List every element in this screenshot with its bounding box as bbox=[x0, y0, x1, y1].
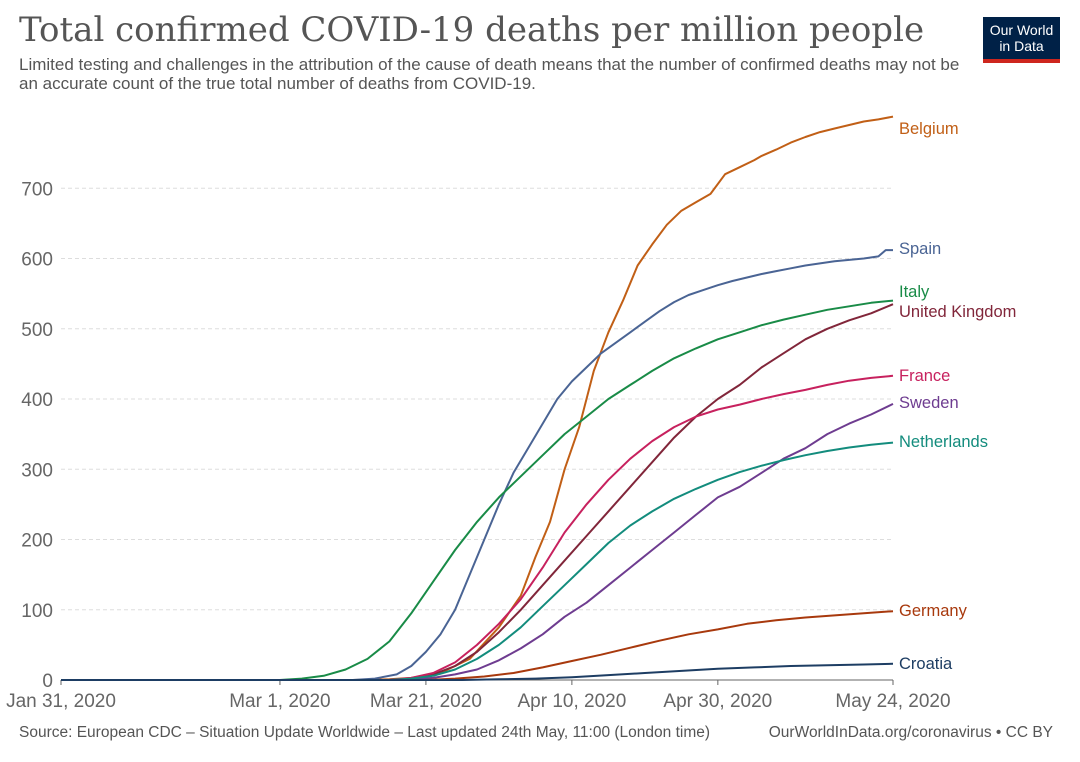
series-line-germany[interactable] bbox=[61, 610, 894, 681]
y-tick-label: 700 bbox=[21, 179, 53, 200]
series-label-spain[interactable]: Spain bbox=[899, 240, 941, 258]
series-line-sweden[interactable] bbox=[61, 402, 894, 681]
y-tick-label: 500 bbox=[21, 320, 53, 341]
grid-lines bbox=[61, 187, 893, 611]
x-tick-label: Apr 10, 2020 bbox=[517, 691, 626, 712]
series-label-germany[interactable]: Germany bbox=[899, 602, 968, 620]
series-line-netherlands[interactable] bbox=[61, 441, 894, 681]
series-line-belgium[interactable] bbox=[61, 115, 894, 681]
x-tick-label: Jan 31, 2020 bbox=[6, 691, 116, 712]
series-label-netherlands[interactable]: Netherlands bbox=[899, 433, 988, 451]
x-tick-label: Apr 30, 2020 bbox=[663, 691, 772, 712]
y-tick-label: 100 bbox=[21, 601, 53, 622]
series-label-belgium[interactable]: Belgium bbox=[899, 120, 959, 138]
series-line-france[interactable] bbox=[61, 374, 894, 681]
logo-line-1: Our World bbox=[989, 22, 1054, 38]
owid-logo[interactable]: Our World in Data bbox=[983, 17, 1060, 63]
x-tick-label: Mar 21, 2020 bbox=[370, 691, 482, 712]
y-tick-label: 300 bbox=[21, 460, 53, 481]
series-label-france[interactable]: France bbox=[899, 367, 950, 385]
series-line-italy[interactable] bbox=[61, 299, 894, 681]
series-line-united-kingdom[interactable] bbox=[61, 303, 894, 681]
y-tick-label: 200 bbox=[21, 531, 53, 552]
license-link[interactable]: OurWorldInData.org/coronavirus • CC BY bbox=[768, 724, 1053, 741]
x-tick-label: May 24, 2020 bbox=[835, 691, 950, 712]
chart-title: Total confirmed COVID-19 deaths per mill… bbox=[19, 10, 925, 50]
series-label-sweden[interactable]: Sweden bbox=[899, 394, 959, 412]
logo-line-2: in Data bbox=[999, 38, 1044, 54]
series-line-spain[interactable] bbox=[61, 249, 893, 681]
y-tick-label: 0 bbox=[42, 671, 53, 692]
series-label-croatia[interactable]: Croatia bbox=[899, 655, 953, 673]
x-tick-label: Mar 1, 2020 bbox=[229, 691, 330, 712]
series-line-croatia[interactable] bbox=[61, 662, 894, 681]
y-tick-label: 600 bbox=[21, 250, 53, 271]
series-label-italy[interactable]: Italy bbox=[899, 283, 930, 301]
series-label-united-kingdom[interactable]: United Kingdom bbox=[899, 303, 1016, 321]
series-lines bbox=[61, 115, 894, 681]
y-tick-label: 400 bbox=[21, 390, 53, 411]
chart-subtitle: Limited testing and challenges in the at… bbox=[19, 55, 960, 93]
source-note: Source: European CDC – Situation Update … bbox=[19, 724, 711, 741]
series-labels: Belgium Spain Italy United Kingdom France Swe… bbox=[899, 120, 1016, 673]
